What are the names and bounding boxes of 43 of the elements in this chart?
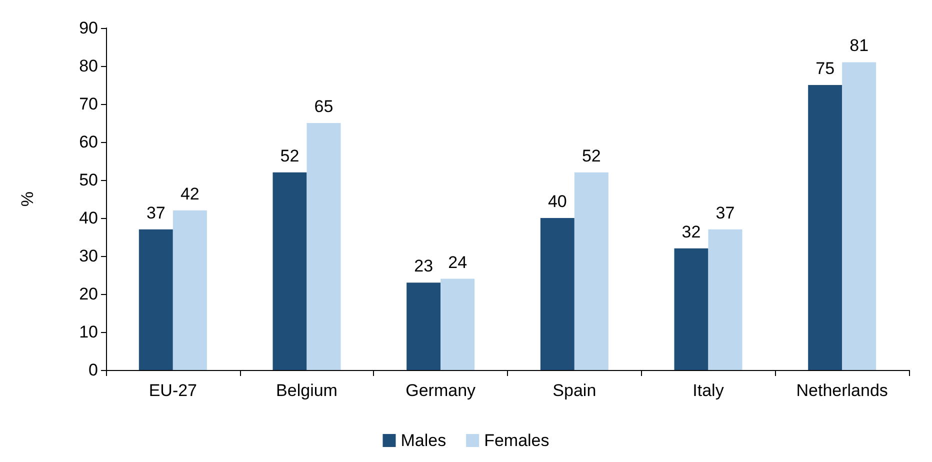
bar <box>842 62 876 370</box>
x-tick-label: Belgium <box>276 381 338 400</box>
x-tick-label: EU-27 <box>148 381 198 400</box>
data-label: 24 <box>448 252 468 272</box>
y-tick-label: 50 <box>79 170 98 190</box>
y-tick-label: 80 <box>79 56 98 76</box>
bar <box>172 210 207 370</box>
y-tick-label: 60 <box>79 132 98 152</box>
x-tick-label: Netherlands <box>796 381 888 400</box>
y-tick-label: 40 <box>79 208 98 228</box>
y-tick-label: 30 <box>79 246 98 266</box>
data-label: 52 <box>582 146 601 166</box>
legend-label: Females <box>484 431 550 450</box>
bar <box>440 278 475 370</box>
y-tick-label: 20 <box>79 284 98 304</box>
data-label: 42 <box>180 184 200 204</box>
y-tick-label: 10 <box>79 322 98 342</box>
data-label: 37 <box>146 203 166 222</box>
bar <box>574 172 608 370</box>
data-label: 75 <box>816 59 835 78</box>
legend-label: Males <box>400 431 446 450</box>
x-tick-label: Germany <box>406 381 476 400</box>
data-label: 23 <box>414 256 434 276</box>
x-tick-label: Italy <box>692 381 724 400</box>
bar <box>708 229 742 370</box>
bar <box>540 218 574 370</box>
data-label: 52 <box>280 146 300 166</box>
data-label: 81 <box>850 36 869 56</box>
y-tick-label: 70 <box>79 94 98 114</box>
data-label: 32 <box>682 222 701 242</box>
x-tick-label: Spain <box>552 381 596 400</box>
bar <box>808 85 842 370</box>
data-label: 37 <box>716 203 735 222</box>
data-label: 40 <box>548 192 567 211</box>
data-label: 65 <box>314 97 334 116</box>
bar <box>674 248 708 370</box>
bar <box>306 123 341 370</box>
y-tick-label: 90 <box>79 18 98 38</box>
y-tick-label: 0 <box>88 360 98 380</box>
bar <box>272 172 307 370</box>
bar <box>406 282 441 370</box>
bar <box>138 229 173 370</box>
y-axis-title: % <box>18 191 37 207</box>
